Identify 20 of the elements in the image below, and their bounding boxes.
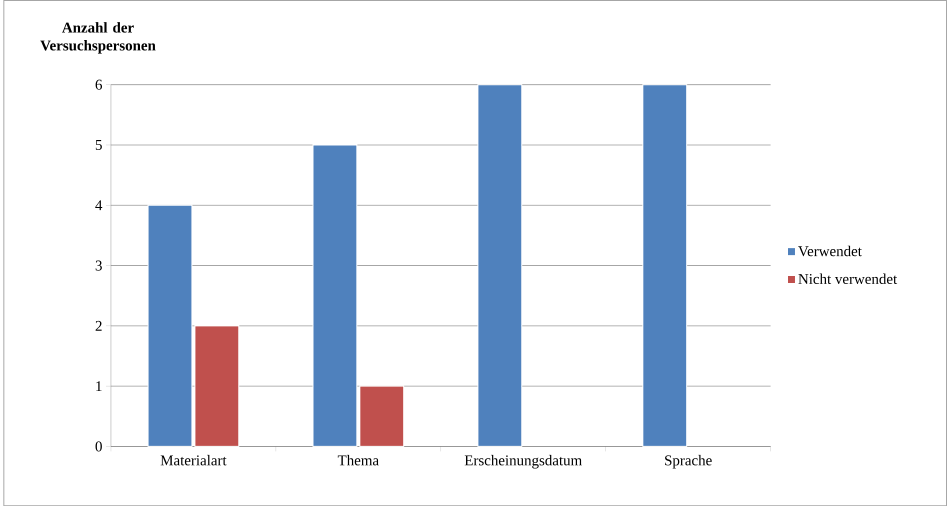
x-tick-label: Sprache	[665, 454, 712, 468]
bar	[194, 325, 240, 447]
bar	[312, 144, 358, 447]
y-tick-label: 3	[96, 260, 102, 270]
x-tick-label: Materialart	[160, 454, 227, 466]
y-axis-title: Anzahl der Versuchspersonen	[40, 22, 156, 54]
legend-label: Nicht verwendet	[798, 273, 898, 284]
bar	[642, 84, 688, 447]
x-tick-label: Thema	[338, 454, 379, 466]
x-tick-label: Erscheinungsdatum	[464, 454, 582, 468]
legend-label: Verwendet	[798, 246, 862, 256]
bar	[148, 204, 192, 447]
y-tick-label: 4	[95, 200, 102, 210]
y-tick-label: 1	[96, 381, 102, 391]
bar	[359, 386, 404, 447]
y-tick-label: 2	[96, 320, 102, 331]
y-tick-label: 0	[96, 441, 102, 452]
bar	[477, 84, 522, 447]
y-tick-label: 6	[96, 80, 102, 90]
y-tick-label: 5	[96, 140, 102, 150]
